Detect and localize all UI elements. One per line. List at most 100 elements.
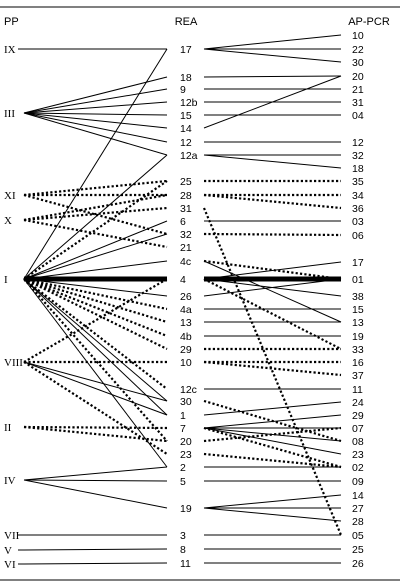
pp-rea-link bbox=[23, 361, 168, 455]
ap-pcr-label: 18 bbox=[352, 163, 364, 175]
rea-label: 29 bbox=[180, 344, 192, 356]
rea-label: 18 bbox=[180, 72, 192, 84]
rea-ap-link bbox=[203, 34, 342, 50]
pp-rea-link bbox=[23, 206, 168, 222]
rea-ap-link bbox=[203, 260, 342, 323]
rea-ap-link bbox=[203, 48, 342, 63]
rea-label: 31 bbox=[180, 203, 192, 215]
pp-rea-link bbox=[23, 193, 168, 236]
rea-ap-link bbox=[203, 232, 342, 237]
pp-label: VIII bbox=[4, 357, 23, 369]
pp-label: III bbox=[4, 108, 15, 120]
ap-pcr-label: 19 bbox=[352, 331, 364, 343]
pp-rea-link bbox=[23, 76, 168, 114]
rea-label: 14 bbox=[180, 123, 192, 135]
pp-rea-link bbox=[23, 277, 168, 338]
ap-pcr-label: 02 bbox=[352, 462, 364, 474]
rea-label: 8 bbox=[180, 544, 186, 556]
pp-rea-link bbox=[23, 179, 168, 197]
rea-label: 23 bbox=[180, 449, 192, 461]
rea-ap-link bbox=[202, 207, 343, 536]
ap-pcr-label: 28 bbox=[352, 516, 364, 528]
ap-pcr-label: 30 bbox=[352, 57, 364, 69]
pp-rea-link bbox=[23, 278, 168, 363]
header-rea: REA bbox=[175, 16, 198, 28]
rea-label: 5 bbox=[180, 476, 186, 488]
rea-ap-link bbox=[203, 278, 342, 350]
ap-pcr-label: 27 bbox=[352, 503, 364, 515]
pp-rea-link bbox=[23, 154, 168, 280]
ap-pcr-label: 08 bbox=[352, 436, 364, 448]
rea-label: 4a bbox=[180, 304, 192, 316]
rea-ap-link bbox=[203, 261, 342, 280]
ap-pcr-label: 05 bbox=[352, 530, 364, 542]
ap-pcr-label: 31 bbox=[352, 97, 364, 109]
rea-label: 30 bbox=[180, 396, 192, 408]
pp-rea-link bbox=[23, 277, 168, 324]
ap-pcr-label: 32 bbox=[352, 150, 364, 162]
ap-pcr-label: 25 bbox=[352, 544, 364, 556]
rea-label: 12b bbox=[180, 97, 198, 109]
ap-pcr-label: 38 bbox=[352, 291, 364, 303]
pp-rea-link bbox=[23, 260, 168, 280]
rea-label: 20 bbox=[180, 436, 192, 448]
rea-label: 19 bbox=[180, 503, 192, 515]
pp-rea-link bbox=[23, 193, 168, 222]
pp-rea-link bbox=[23, 479, 168, 482]
rea-ap-link bbox=[203, 414, 342, 429]
rea-ap-link bbox=[203, 259, 342, 281]
pp-rea-link bbox=[23, 278, 168, 442]
rea-label: 15 bbox=[180, 110, 192, 122]
pp-rea-link bbox=[23, 361, 168, 402]
rea-ap-link bbox=[203, 426, 342, 443]
pp-rea-link bbox=[23, 112, 168, 116]
pp-label: VI bbox=[4, 559, 16, 571]
rea-label: 25 bbox=[180, 176, 192, 188]
pp-rea-link bbox=[23, 112, 168, 143]
ap-pcr-label: 14 bbox=[352, 490, 364, 502]
pp-label: IV bbox=[4, 475, 16, 487]
pp-rea-link bbox=[23, 278, 168, 350]
rea-ap-link bbox=[203, 426, 342, 469]
ap-pcr-label: 20 bbox=[352, 71, 364, 83]
rea-label: 10 bbox=[180, 357, 192, 369]
rea-label: 3 bbox=[180, 530, 186, 542]
ap-pcr-label: 12 bbox=[352, 137, 364, 149]
pp-rea-link bbox=[23, 218, 168, 249]
pp-rea-link bbox=[23, 361, 168, 416]
ap-pcr-label: 34 bbox=[352, 190, 364, 202]
pp-rea-link bbox=[23, 220, 168, 280]
ap-pcr-label: 17 bbox=[352, 257, 364, 269]
pp-rea-link bbox=[23, 233, 168, 280]
pp-rea-link bbox=[23, 466, 168, 481]
ap-pcr-label: 35 bbox=[352, 176, 364, 188]
pp-rea-link bbox=[23, 112, 168, 129]
rea-ap-link bbox=[203, 452, 342, 469]
rea-label: 4b bbox=[180, 331, 192, 343]
ap-pcr-label: 13 bbox=[352, 317, 364, 329]
rea-ap-link bbox=[203, 507, 342, 522]
rea-label: 17 bbox=[180, 44, 192, 56]
ap-pcr-label: 22 bbox=[352, 44, 364, 56]
pp-label: VII bbox=[4, 530, 20, 542]
header-pp: PP bbox=[4, 16, 19, 28]
rea-label: 21 bbox=[180, 242, 192, 254]
pp-rea-link bbox=[23, 48, 168, 280]
ap-pcr-label: 06 bbox=[352, 230, 364, 242]
ap-pcr-label: 04 bbox=[352, 110, 364, 122]
ap-pcr-label: 11 bbox=[352, 384, 363, 396]
rea-label: 9 bbox=[180, 84, 186, 96]
ap-pcr-label: 29 bbox=[352, 410, 364, 422]
rea-label: 12c bbox=[180, 384, 197, 396]
rea-ap-link bbox=[203, 154, 342, 169]
rea-label: 2 bbox=[180, 462, 186, 474]
pp-rea-link bbox=[23, 562, 168, 565]
pp-rea-link bbox=[23, 425, 168, 443]
pp-label: II bbox=[4, 422, 12, 434]
ap-pcr-label: 23 bbox=[352, 449, 364, 461]
rea-label: 26 bbox=[180, 291, 192, 303]
pp-label: V bbox=[4, 545, 12, 557]
pp-rea-link bbox=[23, 277, 168, 311]
rea-label: 32 bbox=[180, 229, 192, 241]
rea-ap-link bbox=[203, 401, 342, 416]
